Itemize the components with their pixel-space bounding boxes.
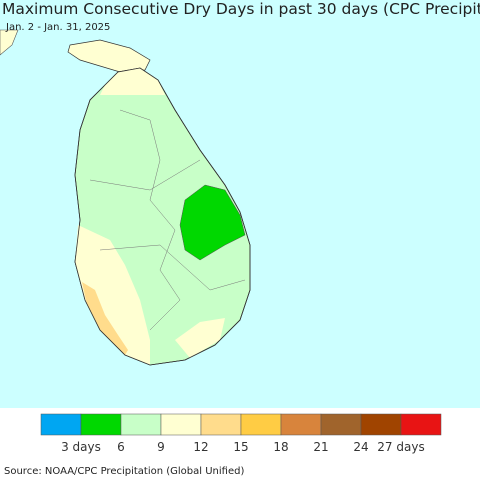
legend-swatch	[120, 413, 162, 436]
legend-swatch	[40, 413, 82, 436]
source: Source: NOAA/CPC Precipitation (Global U…	[4, 466, 244, 477]
legend-swatch	[400, 413, 442, 436]
north-dry-zone	[100, 68, 165, 95]
legend-swatch	[80, 413, 122, 436]
legend-swatch	[280, 413, 322, 436]
district-borders	[89, 109, 246, 331]
legend-label: 6	[117, 440, 125, 454]
legend-label: 24	[353, 440, 368, 454]
east-wet-zone	[179, 184, 246, 261]
legend-label: 21	[313, 440, 328, 454]
legend-swatch	[200, 413, 242, 436]
india-coast	[0, 29, 19, 56]
south-dry-zone	[175, 318, 225, 358]
legend-label: 27 days	[377, 440, 424, 454]
legend-swatch	[240, 413, 282, 436]
southwest-zone	[82, 282, 128, 355]
sea	[0, 0, 480, 408]
title: Maximum Consecutive Dry Days in past 30 …	[2, 0, 480, 18]
legend-label: 15	[233, 440, 248, 454]
legend-label: 3 days	[61, 440, 101, 454]
legend-swatch	[160, 413, 202, 436]
west-dry-zone	[75, 225, 150, 365]
coastline	[74, 67, 251, 366]
legend-label: 18	[273, 440, 288, 454]
legend-label: 9	[157, 440, 165, 454]
legend-label: 12	[193, 440, 208, 454]
legend-swatch	[360, 413, 402, 436]
legend-swatch	[320, 413, 362, 436]
subtitle: Jan. 2 - Jan. 31, 2025	[5, 22, 110, 33]
